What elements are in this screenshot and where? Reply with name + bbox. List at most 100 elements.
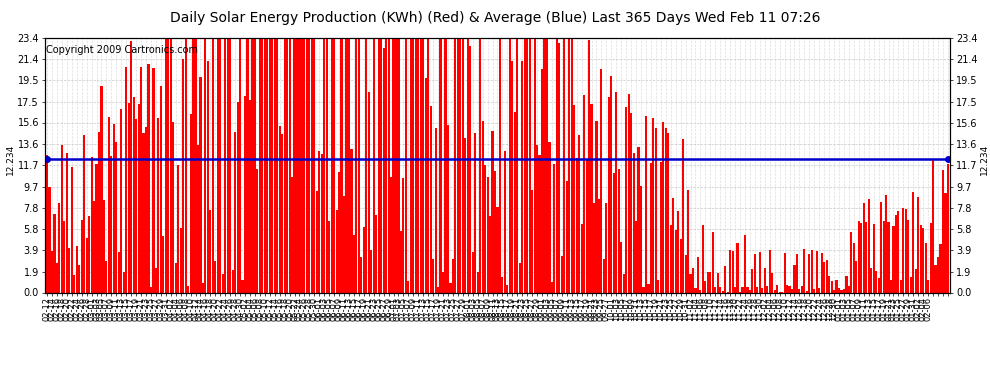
Bar (365, 39, 367, 292)
Bar (669, 225, 672, 292)
Bar (123, 272, 125, 292)
Bar (159, 86, 162, 292)
Bar (154, 268, 157, 292)
Bar (461, 39, 464, 292)
Bar (751, 269, 753, 292)
Bar (321, 154, 323, 292)
Bar (788, 286, 791, 292)
Bar (229, 39, 232, 292)
Bar (471, 252, 474, 292)
Bar (702, 225, 704, 292)
Bar (638, 147, 640, 292)
Bar (514, 112, 516, 292)
Bar (872, 224, 875, 292)
Bar (276, 39, 278, 292)
Bar (174, 262, 177, 292)
Bar (435, 128, 437, 292)
Bar (355, 39, 357, 292)
Bar (352, 235, 355, 292)
Bar (697, 257, 699, 292)
Bar (266, 39, 268, 292)
Bar (263, 39, 266, 292)
Bar (278, 126, 281, 292)
Bar (489, 216, 491, 292)
Bar (578, 135, 580, 292)
Bar (207, 61, 209, 292)
Bar (714, 286, 717, 292)
Bar (100, 86, 103, 292)
Bar (273, 39, 276, 292)
Bar (313, 39, 316, 292)
Bar (392, 39, 395, 292)
Bar (248, 99, 251, 292)
Bar (548, 142, 550, 292)
Bar (182, 59, 184, 292)
Text: Daily Solar Energy Production (KWh) (Red) & Average (Blue) Last 365 Days Wed Feb: Daily Solar Energy Production (KWh) (Red… (169, 11, 821, 25)
Bar (534, 39, 536, 292)
Bar (244, 96, 247, 292)
Bar (338, 172, 341, 292)
Bar (541, 69, 544, 292)
Bar (608, 97, 610, 292)
Bar (563, 39, 565, 292)
Bar (553, 164, 555, 292)
Bar (595, 121, 598, 292)
Bar (704, 281, 707, 292)
Bar (113, 124, 115, 292)
Bar (536, 146, 539, 292)
Bar (486, 177, 489, 292)
Bar (437, 286, 440, 292)
Bar (172, 122, 174, 292)
Bar (377, 39, 380, 292)
Bar (724, 266, 727, 292)
Bar (70, 167, 73, 292)
Bar (801, 286, 803, 292)
Bar (826, 260, 828, 292)
Bar (331, 39, 333, 292)
Bar (491, 131, 494, 292)
Bar (941, 170, 944, 292)
Bar (476, 272, 479, 292)
Bar (499, 39, 501, 292)
Bar (157, 118, 159, 292)
Bar (311, 39, 313, 292)
Bar (65, 153, 68, 292)
Bar (855, 261, 857, 292)
Bar (63, 221, 65, 292)
Bar (212, 39, 214, 292)
Bar (687, 190, 689, 292)
Bar (420, 39, 422, 292)
Bar (635, 221, 638, 292)
Bar (850, 232, 852, 292)
Bar (296, 39, 298, 292)
Bar (501, 278, 504, 292)
Bar (454, 39, 456, 292)
Bar (719, 287, 722, 292)
Bar (808, 254, 811, 292)
Bar (763, 268, 766, 292)
Bar (555, 39, 558, 292)
Bar (85, 238, 88, 292)
Bar (242, 280, 244, 292)
Bar (214, 261, 217, 292)
Bar (509, 39, 511, 292)
Bar (288, 39, 291, 292)
Bar (870, 268, 872, 292)
Bar (440, 39, 442, 292)
Bar (847, 286, 850, 292)
Bar (88, 216, 90, 292)
Bar (583, 94, 585, 292)
Bar (662, 122, 664, 292)
Bar (108, 117, 110, 292)
Bar (682, 140, 684, 292)
Bar (618, 168, 620, 292)
Bar (821, 253, 823, 292)
Bar (915, 269, 917, 292)
Bar (253, 39, 256, 292)
Bar (761, 288, 763, 292)
Bar (654, 128, 657, 292)
Bar (430, 106, 432, 292)
Bar (402, 178, 405, 292)
Bar (456, 39, 459, 292)
Bar (798, 288, 801, 292)
